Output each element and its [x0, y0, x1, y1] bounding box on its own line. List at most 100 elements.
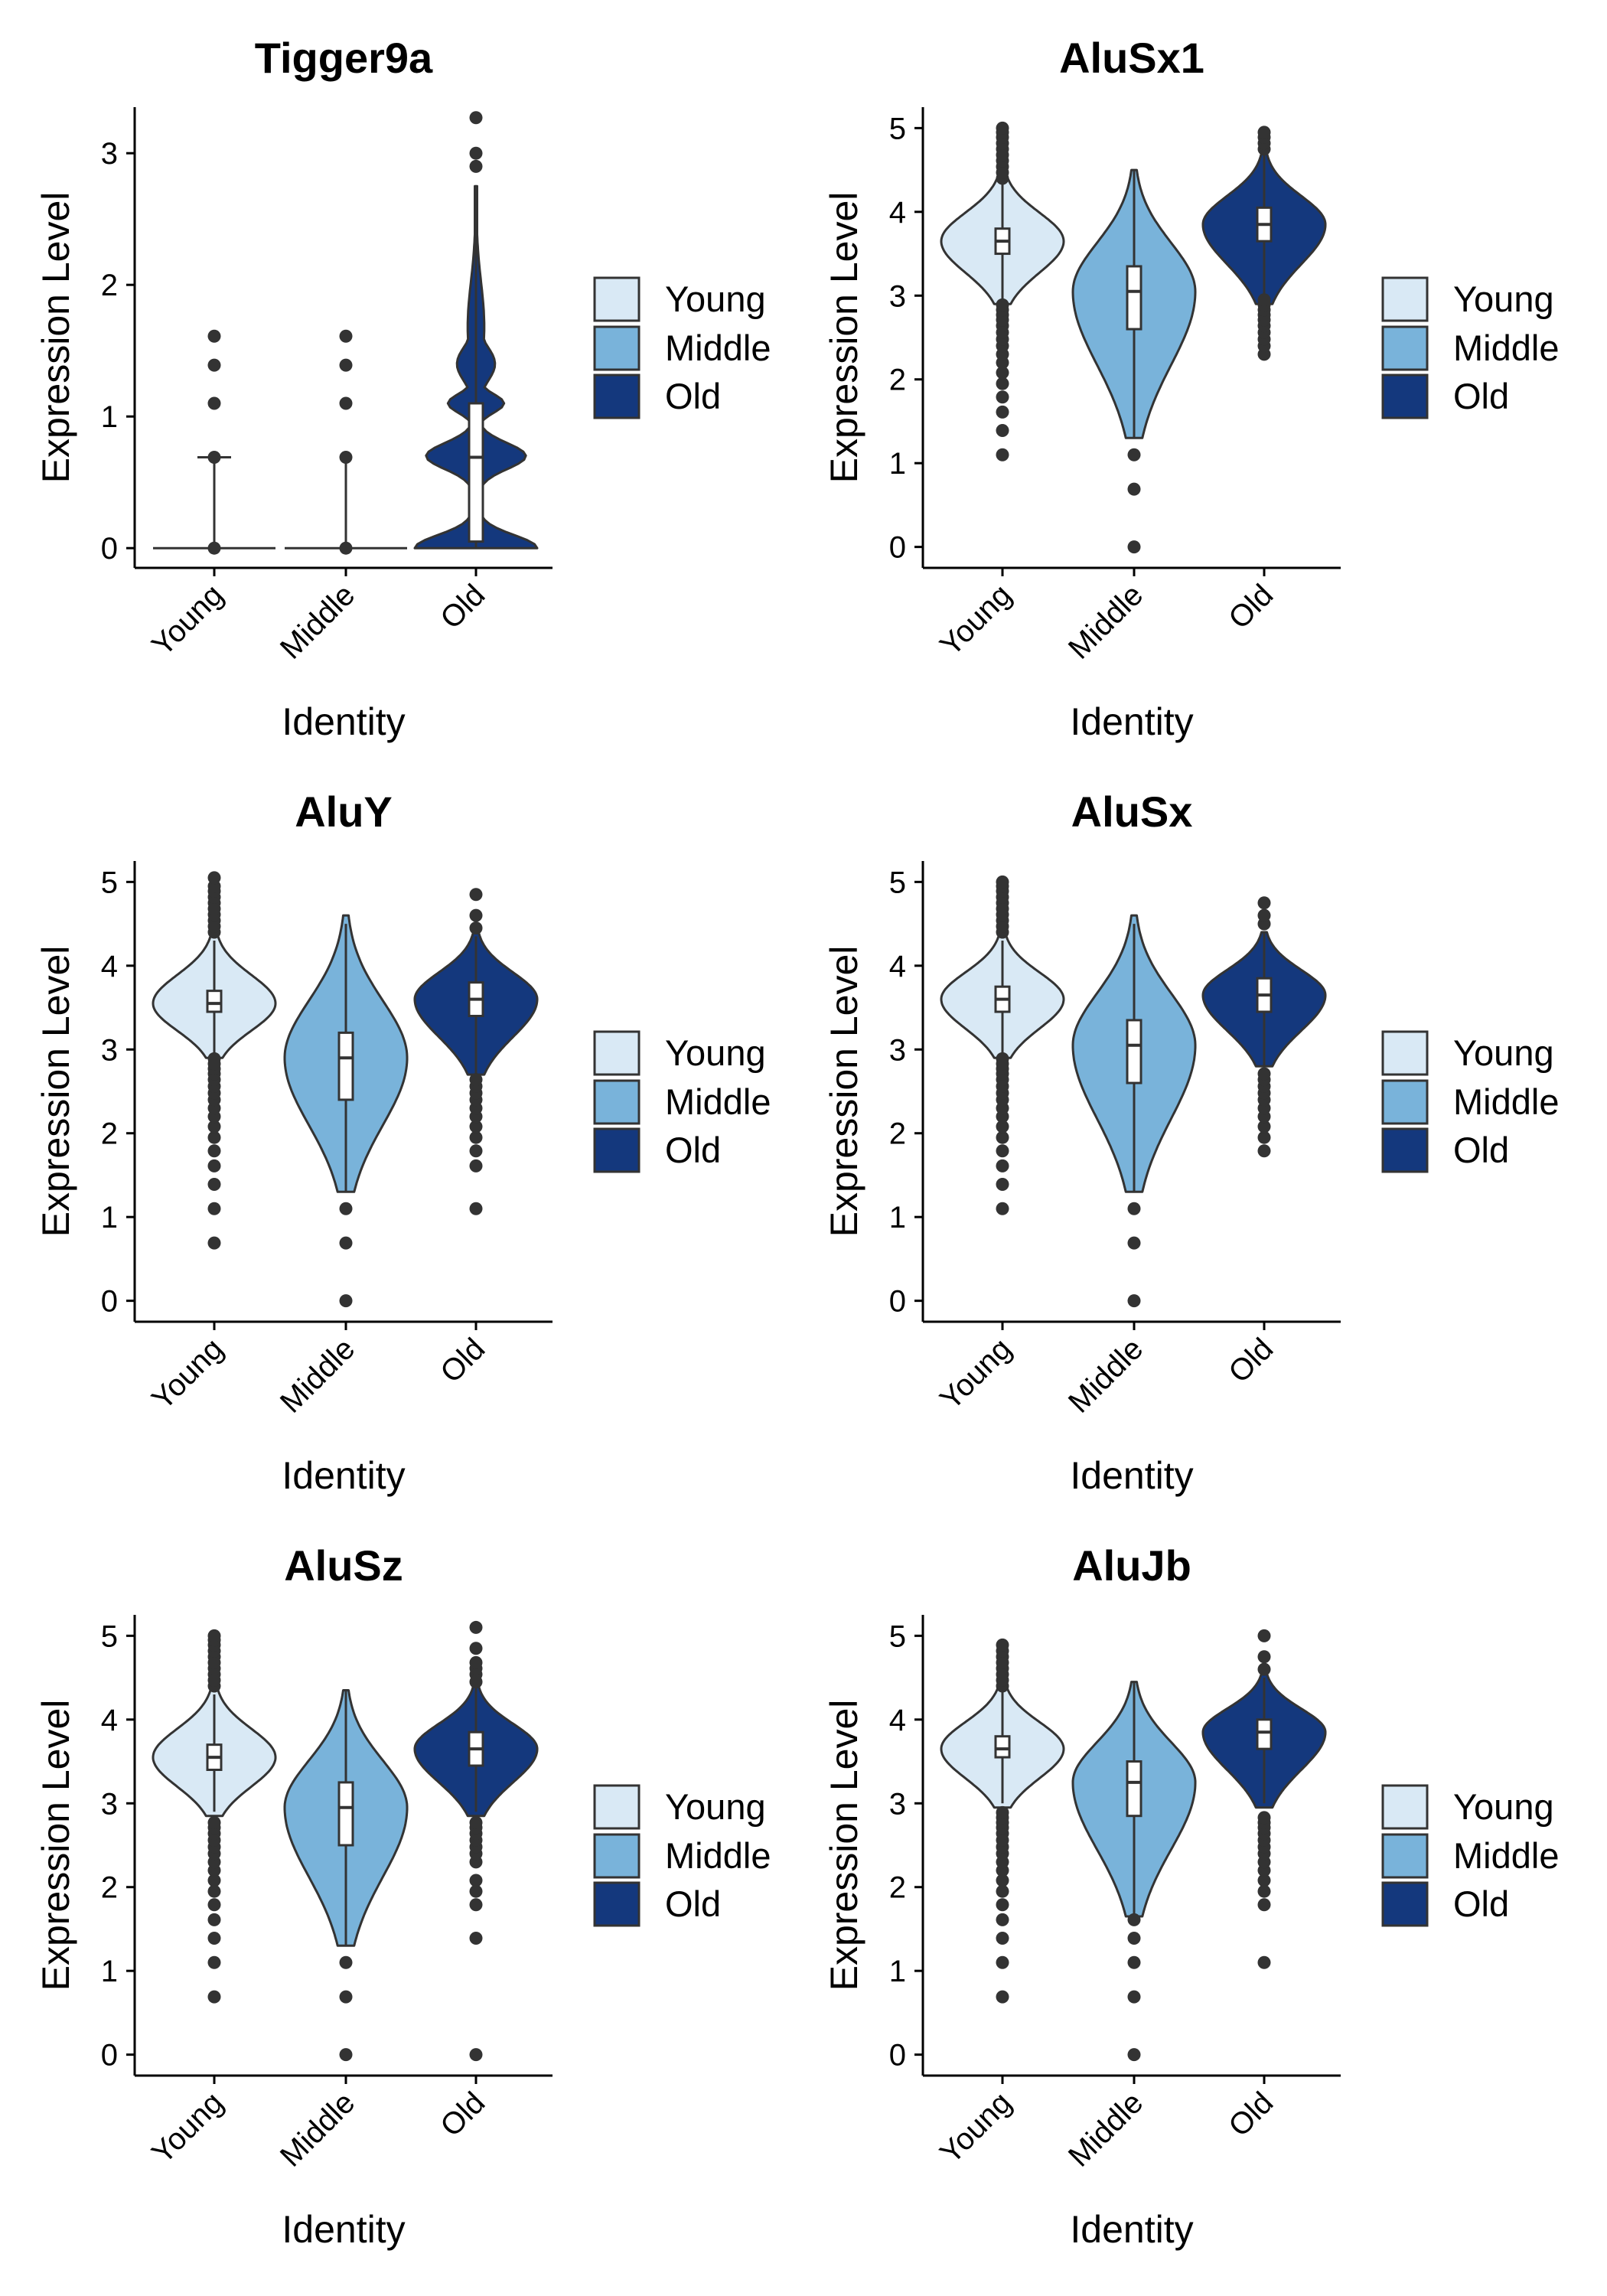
legend-swatch — [593, 276, 641, 322]
outlier-point — [1257, 1629, 1271, 1642]
outlier-point — [1257, 896, 1271, 910]
y-tick-label: 4 — [101, 950, 118, 983]
x-tick-label: Young — [934, 1332, 1018, 1416]
chart-title: Tigger9a — [255, 34, 433, 82]
outlier-point — [1257, 1955, 1271, 1969]
x-tick-label: Old — [434, 578, 491, 635]
box-iqr — [337, 1781, 354, 1847]
outlier-point — [996, 1874, 1009, 1887]
violin-old — [413, 1620, 539, 2062]
y-tick-label: 1 — [101, 400, 118, 434]
outlier-point — [469, 111, 483, 125]
outlier-point — [469, 1655, 483, 1669]
x-axis-label: Identity — [282, 1454, 405, 1497]
y-tick-label: 2 — [101, 269, 118, 302]
box-iqr — [1126, 265, 1143, 331]
violin-middle — [283, 1689, 409, 2062]
outlier-point — [207, 1236, 221, 1250]
legend-swatch — [1381, 1079, 1429, 1125]
x-axis-label: Identity — [282, 2208, 405, 2251]
y-tick-label: 0 — [101, 2039, 118, 2073]
outlier-point — [1257, 908, 1271, 922]
legend-swatch — [593, 1127, 641, 1173]
outlier-point — [996, 448, 1009, 461]
x-tick-label: Old — [1222, 2086, 1279, 2143]
y-tick-label: 5 — [101, 1619, 118, 1653]
outlier-point — [207, 1120, 221, 1133]
outlier-point — [339, 541, 353, 555]
outlier-point — [996, 1955, 1009, 1969]
outlier-point — [1257, 126, 1271, 139]
violin-young — [152, 1629, 277, 2004]
outlier-point — [207, 451, 221, 465]
outlier-point — [996, 1159, 1009, 1172]
y-tick-label: 5 — [889, 112, 906, 145]
box-iqr — [468, 402, 484, 543]
y-axis-label: Expression Level — [823, 946, 865, 1238]
outlier-point — [469, 1884, 483, 1898]
outlier-point — [469, 888, 483, 902]
outlier-point — [996, 1638, 1009, 1652]
legend-label: Old — [1453, 376, 1509, 416]
outlier-point — [469, 159, 483, 173]
outlier-point — [996, 298, 1009, 311]
y-tick-label: 5 — [101, 866, 118, 899]
x-tick-label: Young — [145, 1332, 230, 1416]
legend-swatch — [1381, 1030, 1429, 1076]
outlier-point — [469, 1144, 483, 1158]
box-iqr — [1126, 1760, 1143, 1818]
legend-swatch — [593, 1833, 641, 1879]
y-tick-label: 0 — [889, 1285, 906, 1319]
legend-swatch — [593, 1030, 641, 1076]
outlier-point — [469, 1815, 483, 1829]
violin-young — [152, 871, 277, 1250]
legend-swatch — [1381, 1127, 1429, 1173]
box-iqr — [337, 1031, 354, 1101]
chart-title: AluJb — [1072, 1541, 1191, 1590]
y-tick-label: 2 — [889, 364, 906, 397]
violin-middle — [283, 914, 409, 1308]
outlier-point — [207, 1931, 221, 1945]
legend-label: Old — [665, 1883, 721, 1924]
x-tick-label: Young — [145, 2086, 230, 2170]
outlier-point — [207, 1144, 221, 1158]
violin-young — [940, 121, 1065, 461]
box-iqr — [1256, 1718, 1273, 1750]
outlier-point — [339, 2048, 353, 2062]
outlier-point — [469, 921, 483, 935]
outlier-point — [207, 1884, 221, 1898]
outlier-point — [207, 1913, 221, 1926]
x-tick-label: Middle — [274, 578, 361, 665]
violin-middle — [1071, 168, 1197, 554]
y-tick-label: 0 — [101, 1285, 118, 1319]
y-tick-label: 0 — [889, 2039, 906, 2073]
legend-swatch — [593, 325, 641, 371]
outlier-point — [1257, 1130, 1271, 1144]
y-tick-label: 2 — [889, 1117, 906, 1151]
y-axis-label: Expression Level — [34, 946, 77, 1238]
legend-label: Middle — [665, 1081, 771, 1122]
outlier-point — [1127, 482, 1141, 496]
outlier-point — [469, 2048, 483, 2062]
outlier-point — [1257, 293, 1271, 307]
outlier-point — [207, 1159, 221, 1172]
outlier-point — [469, 1874, 483, 1887]
legend-swatch — [1381, 276, 1429, 322]
legend-label: Old — [665, 376, 721, 416]
violin-middle — [285, 329, 407, 555]
legend-label: Old — [1453, 1130, 1509, 1170]
outlier-point — [1127, 1990, 1141, 2004]
legend-swatch — [593, 1079, 641, 1125]
outlier-point — [339, 329, 353, 343]
x-axis-label: Identity — [1070, 1454, 1193, 1497]
y-axis-label: Expression Level — [823, 1700, 865, 1991]
outlier-point — [207, 871, 221, 885]
legend-label: Young — [1453, 279, 1554, 319]
y-tick-label: 3 — [889, 1033, 906, 1067]
legend-label: Middle — [665, 328, 771, 368]
y-tick-label: 1 — [889, 1955, 906, 1988]
violin-old — [1201, 896, 1327, 1158]
legend-label: Middle — [665, 1835, 771, 1876]
outlier-point — [207, 1629, 221, 1642]
x-tick-label: Young — [145, 578, 230, 662]
